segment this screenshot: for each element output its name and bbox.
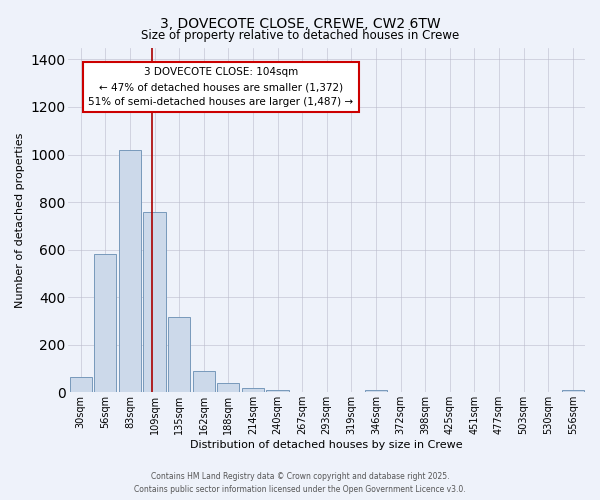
Y-axis label: Number of detached properties: Number of detached properties	[15, 132, 25, 308]
Bar	[119, 150, 141, 392]
Bar	[562, 390, 584, 392]
Bar	[365, 390, 387, 392]
Bar	[143, 212, 166, 392]
X-axis label: Distribution of detached houses by size in Crewe: Distribution of detached houses by size …	[190, 440, 463, 450]
Text: 3, DOVECOTE CLOSE, CREWE, CW2 6TW: 3, DOVECOTE CLOSE, CREWE, CW2 6TW	[160, 18, 440, 32]
Bar	[168, 318, 190, 392]
Bar	[242, 388, 264, 392]
Text: 3 DOVECOTE CLOSE: 104sqm
← 47% of detached houses are smaller (1,372)
51% of sem: 3 DOVECOTE CLOSE: 104sqm ← 47% of detach…	[88, 68, 353, 107]
Bar	[217, 383, 239, 392]
Text: Size of property relative to detached houses in Crewe: Size of property relative to detached ho…	[141, 29, 459, 42]
Bar	[266, 390, 289, 392]
Bar	[193, 371, 215, 392]
Bar	[70, 377, 92, 392]
Text: Contains HM Land Registry data © Crown copyright and database right 2025.
Contai: Contains HM Land Registry data © Crown c…	[134, 472, 466, 494]
Bar	[94, 254, 116, 392]
